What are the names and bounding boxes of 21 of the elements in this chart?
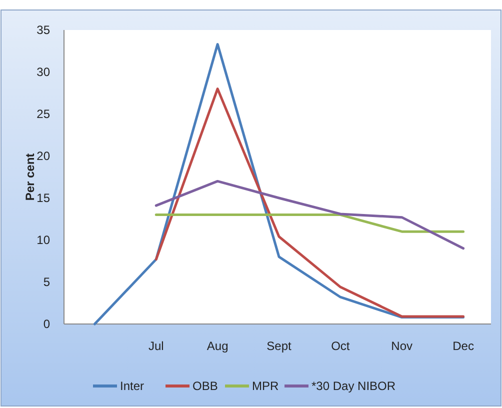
y-tick-label: 15 [36,191,50,205]
y-tick-label: 20 [36,149,50,163]
y-tick-label: 0 [43,317,50,331]
y-tick-label: 5 [43,275,50,289]
legend-label: OBB [192,379,218,393]
legend-label: MPR [252,379,279,393]
x-tick-label: Sept [266,339,292,353]
y-tick-label: 35 [36,23,50,37]
x-tick-label: Oct [331,339,350,353]
x-tick-label: Aug [206,339,228,353]
y-tick-label: 25 [36,107,50,121]
x-tick-label: Dec [452,339,474,353]
y-tick-label: 30 [36,65,50,79]
line-series [154,180,465,250]
y-axis-title: Per cent [23,153,37,201]
y-tick-label: 10 [36,233,50,247]
x-tick-label: Nov [391,339,413,353]
line-series [154,88,465,318]
legend-label: Inter [120,379,144,393]
x-tick-label: Jul [148,339,164,353]
legend-label: *30 Day NIBOR [312,379,396,393]
